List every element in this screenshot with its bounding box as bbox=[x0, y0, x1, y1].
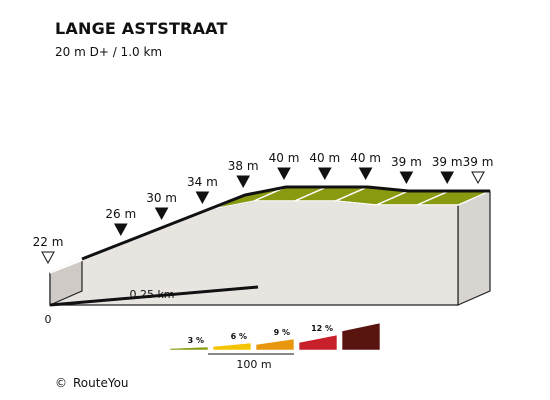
gradient-label-3: 9 % bbox=[274, 328, 290, 337]
elevation-marker-3 bbox=[154, 207, 169, 221]
elevation-marker-11 bbox=[471, 171, 485, 185]
elevation-label-8: 40 m bbox=[350, 151, 381, 165]
elevation-label-3: 30 m bbox=[146, 191, 177, 205]
chart-title: LANGE ASTSTRAAT bbox=[55, 19, 228, 38]
profile-ridge-line bbox=[81, 185, 490, 261]
elevation-label-2: 26 m bbox=[105, 207, 136, 221]
profile-dividers bbox=[81, 185, 490, 261]
elevation-marker-8 bbox=[358, 167, 373, 181]
gradient-label-2: 6 % bbox=[231, 332, 247, 341]
gradient-label-4: 12 % bbox=[311, 324, 333, 333]
distance-tick-2: 0.25 km bbox=[129, 288, 174, 301]
climb-stats: 20 m D+ / 1.0 km bbox=[55, 45, 163, 59]
elevation-marker-2 bbox=[113, 223, 128, 237]
elevation-label-1: 22 m bbox=[33, 235, 64, 249]
elevation-label-6: 40 m bbox=[269, 151, 300, 165]
elevation-marker-7 bbox=[317, 167, 332, 181]
elevation-marker-10 bbox=[440, 171, 455, 185]
credit-text: RouteYou bbox=[73, 376, 129, 390]
elevation-label-9: 39 m bbox=[391, 155, 422, 169]
elevation-marker-5 bbox=[236, 175, 251, 189]
elevation-label-7: 40 m bbox=[309, 151, 340, 165]
elevation-label-11: 39 m bbox=[463, 155, 494, 169]
gradient-swatch-4 bbox=[298, 334, 338, 351]
gradient-swatch-5 bbox=[341, 322, 381, 351]
elevation-marker-1 bbox=[41, 251, 55, 265]
elevation-markers: 22 m26 m30 m34 m38 m40 m 40 m 40 m 39 m 39 m… bbox=[33, 151, 494, 265]
elevation-label-5: 38 m bbox=[228, 159, 259, 173]
elevation-marker-4 bbox=[195, 191, 210, 205]
elevation-label-4: 34 m bbox=[187, 175, 218, 189]
profile-end-cap bbox=[457, 190, 491, 306]
gradient-label-1: 3 % bbox=[188, 336, 204, 345]
copyright-symbol: © bbox=[55, 376, 67, 390]
scale-label: 100 m bbox=[236, 358, 271, 371]
profile-floor-edge bbox=[49, 285, 259, 307]
gradient-swatch-3 bbox=[255, 338, 295, 351]
distance-axis: 0 0.25 km bbox=[45, 288, 175, 326]
elevation-marker-6 bbox=[277, 167, 291, 181]
distance-tick-1: 0 bbox=[45, 313, 52, 326]
elevation-marker-9 bbox=[399, 171, 414, 185]
gradient-swatch-1 bbox=[169, 346, 209, 351]
elevation-label-10: 39 m bbox=[432, 155, 463, 169]
gradient-legend: 3 % 6 % 9 % 12 % 100 m bbox=[169, 322, 381, 371]
gradient-swatch-2 bbox=[212, 342, 252, 351]
credit: © RouteYou bbox=[55, 376, 129, 390]
